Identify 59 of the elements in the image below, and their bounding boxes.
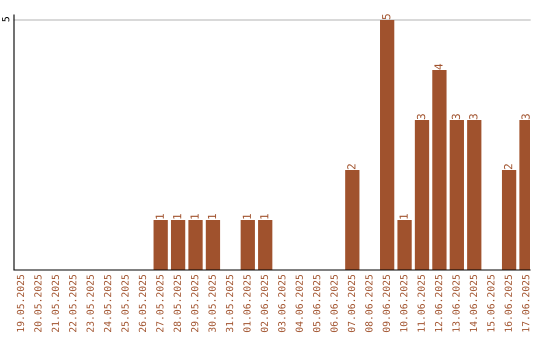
x-tick-label: 16.06.2025 xyxy=(504,274,512,332)
x-tick-label: 17.06.2025 xyxy=(522,274,530,332)
data-label: 2 xyxy=(504,164,512,170)
bar xyxy=(188,220,203,270)
bar xyxy=(414,120,430,270)
x-tick-label: 05.06.2025 xyxy=(312,274,320,332)
data-label: 3 xyxy=(452,114,460,120)
bar xyxy=(467,120,482,270)
x-tick-label: 20.05.2025 xyxy=(34,274,42,332)
x-tick-label: 09.06.2025 xyxy=(382,274,390,332)
data-label: 5 xyxy=(382,14,390,20)
x-tick-label: 29.05.2025 xyxy=(191,274,198,332)
data-label: 1 xyxy=(260,214,268,219)
x-tick-label: 15.06.2025 xyxy=(487,274,495,332)
bar xyxy=(345,170,360,270)
bar xyxy=(240,220,255,270)
x-tick-label: 25.05.2025 xyxy=(121,274,129,332)
data-label: 3 xyxy=(416,114,426,120)
data-label: 1 xyxy=(208,214,216,219)
x-tick-label: 21.05.2025 xyxy=(52,274,60,332)
data-label: 4 xyxy=(434,64,443,70)
bar xyxy=(154,220,168,270)
data-label: 1 xyxy=(173,214,182,219)
data-label: 1 xyxy=(190,214,199,219)
bar xyxy=(502,170,516,270)
data-label: 2 xyxy=(347,164,356,170)
x-tick-label: 26.05.2025 xyxy=(138,274,146,332)
x-tick-label: 08.06.2025 xyxy=(365,274,373,332)
bar xyxy=(206,220,220,270)
x-tick-label: 10.06.2025 xyxy=(400,274,408,332)
x-tick-label: 23.05.2025 xyxy=(86,274,94,332)
x-tick-label: 24.05.2025 xyxy=(104,274,112,332)
x-tick-label: 28.05.2025 xyxy=(174,274,181,332)
x-tick-label: 12.06.2025 xyxy=(434,274,442,332)
x-tick-label: 14.06.2025 xyxy=(470,274,478,332)
bar xyxy=(380,20,394,270)
x-tick-label: 06.06.2025 xyxy=(330,274,338,332)
bar xyxy=(397,220,412,270)
x-tick-label: 01.06.2025 xyxy=(243,274,251,332)
x-tick-label: 30.05.2025 xyxy=(208,274,216,332)
data-label: 3 xyxy=(521,114,530,120)
x-tick-label: 03.06.2025 xyxy=(278,274,286,332)
bar xyxy=(450,120,464,270)
data-label: 3 xyxy=(469,114,478,120)
bar xyxy=(170,220,186,270)
x-tick-label: 02.06.2025 xyxy=(260,274,268,332)
x-tick-label: 22.05.2025 xyxy=(69,274,76,332)
x-tick-label: 07.06.2025 xyxy=(348,274,356,332)
x-tick-label: 11.06.2025 xyxy=(417,274,425,332)
x-tick-label: 19.05.2025 xyxy=(16,274,24,332)
data-label: 1 xyxy=(242,214,251,219)
data-label: 1 xyxy=(400,214,408,219)
data-label: 1 xyxy=(156,214,164,219)
x-tick-label: 27.05.2025 xyxy=(156,274,164,332)
x-tick-label: 13.06.2025 xyxy=(452,274,460,332)
bar xyxy=(258,220,272,270)
bar xyxy=(432,70,447,270)
x-tick-label: 04.06.2025 xyxy=(296,274,303,332)
x-tick-label: 31.05.2025 xyxy=(226,274,234,332)
